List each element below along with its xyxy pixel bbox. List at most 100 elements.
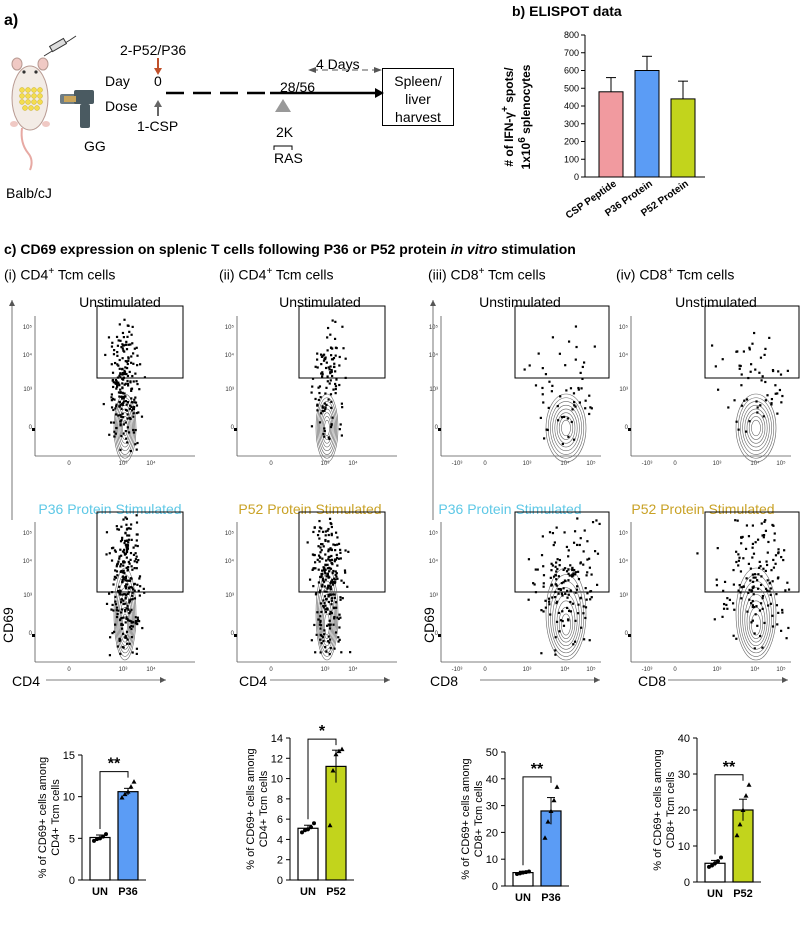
bar-data-point: [95, 837, 99, 842]
flow-event-dot: [554, 565, 557, 568]
flow-event-dot: [124, 576, 128, 580]
flow-event-dot: [588, 394, 591, 397]
flow-event-dot: [752, 586, 755, 589]
flow-event-dot: [580, 387, 583, 390]
subpanel-ii-sup: +: [266, 266, 273, 277]
flow-event-dot: [750, 590, 753, 593]
flow-gate: [298, 511, 386, 593]
flow-event-dot: [589, 590, 593, 593]
flow-event-dot: [323, 590, 326, 593]
flow-event-dot: [334, 385, 338, 388]
flow-event-dot: [550, 562, 553, 565]
flow-event-dot: [751, 542, 755, 545]
flow-event-dot: [568, 574, 571, 577]
flow-event-dot: [134, 616, 137, 619]
flow-event-dot: [740, 373, 743, 376]
flow-event-dot: [581, 365, 584, 369]
flow-event-dot: [316, 611, 319, 614]
flow-event-dot: [761, 597, 764, 600]
flow-event-dot: [768, 582, 771, 585]
flow-event-dot: [120, 608, 124, 611]
flow-event-dot: [333, 337, 337, 340]
flow-event-dot: [728, 598, 732, 601]
flow-event-dot: [322, 545, 325, 548]
flow-event-dot: [528, 364, 531, 367]
flow-event-dot: [320, 572, 323, 576]
flow-event-dot: [127, 565, 130, 569]
flow-event-dot: [561, 594, 564, 597]
flow-event-dot: [583, 529, 586, 532]
y-axis-arrow-head: [430, 300, 436, 306]
significance-stars: **: [531, 761, 544, 778]
flow-event-dot: [112, 609, 115, 612]
flow-event-dot: [780, 555, 783, 559]
flow-xtick-label: 10⁴: [146, 666, 156, 673]
flow-event-dot: [753, 647, 756, 650]
flow-event-dot: [131, 594, 134, 597]
flow-event-dot: [123, 318, 126, 321]
flow-event-dot: [334, 558, 338, 561]
flow-event-dot: [759, 565, 762, 568]
flow-event-dot: [326, 587, 329, 590]
flow-contour: [321, 600, 333, 643]
bar-ytick-label: 50: [486, 747, 498, 759]
flow-event-dot: [113, 349, 116, 352]
flow-event-dot: [570, 420, 573, 424]
flow-event-dot: [331, 581, 334, 584]
flow-event-dot: [125, 340, 128, 343]
flow-event-dot: [317, 554, 321, 557]
flow-event-dot: [126, 568, 130, 571]
flow-event-dot: [124, 360, 127, 363]
bar-data-point: [330, 767, 336, 773]
flow-event-dot: [323, 435, 326, 438]
flow-event-dot: [585, 598, 588, 601]
flow-axis-mark: [628, 428, 631, 431]
flow-contour: [552, 587, 580, 650]
flow-event-dot: [320, 642, 323, 645]
flow-event-dot: [128, 370, 131, 374]
flow-event-dot: [764, 519, 767, 522]
flow-event-dot: [754, 576, 757, 579]
flow-event-dot: [582, 563, 585, 566]
bar-ylabel-line1: % of CD69+ cells among: [245, 748, 257, 869]
flow-event-dot: [751, 546, 754, 549]
flow-event-dot: [564, 364, 567, 367]
flow-event-dot: [771, 625, 775, 628]
flow-event-dot: [310, 425, 314, 428]
flow-event-dot: [761, 375, 764, 378]
flow-event-dot: [322, 566, 325, 569]
flow-event-dot: [336, 543, 339, 546]
flow-axis-mark: [234, 634, 237, 637]
flow-event-dot: [112, 381, 115, 384]
panel-a-label: a): [4, 12, 19, 29]
flow-event-dot: [113, 398, 116, 401]
flow-event-dot: [130, 333, 133, 336]
x-axis-label-iii: CD8: [430, 673, 459, 689]
flow-event-dot: [126, 382, 130, 385]
flow-event-dot: [715, 584, 719, 587]
bar-category-label: UN: [300, 886, 316, 898]
subpanel-i-title: (i) CD4+ Tcm cells: [4, 266, 115, 283]
flow-event-dot: [114, 432, 117, 435]
flow-event-dot: [127, 591, 131, 594]
flow-event-dot: [747, 562, 750, 565]
flow-event-dot: [115, 525, 118, 528]
flow-event-dot: [732, 583, 735, 586]
flow-event-dot: [311, 568, 314, 571]
flow-event-dot: [108, 552, 111, 555]
flow-xtick-label: 10⁴: [750, 460, 760, 467]
flow-event-dot: [760, 575, 763, 578]
flow-event-dot: [119, 652, 122, 655]
flow-event-dot: [748, 588, 751, 592]
flow-event-dot: [115, 387, 118, 390]
bar-data-point: [336, 748, 342, 754]
flow-event-dot: [574, 591, 577, 594]
flow-contour: [117, 404, 133, 452]
bar-data-point: [128, 784, 134, 789]
flow-event-dot: [737, 553, 740, 556]
flow-event-dot: [596, 552, 600, 555]
flow-event-dot: [127, 359, 130, 362]
significance-stars: **: [723, 759, 736, 776]
flow-event-dot: [544, 373, 548, 376]
flow-event-dot: [757, 573, 760, 576]
